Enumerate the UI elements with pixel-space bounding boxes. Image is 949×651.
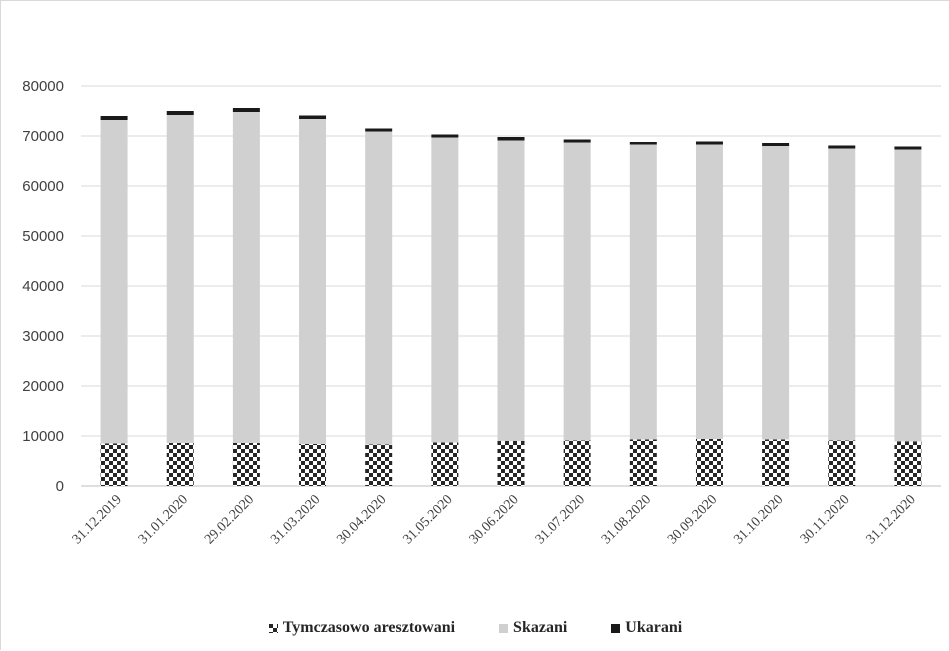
y-tick-label: 30000: [22, 328, 64, 345]
bar-segment-tymczasowo: [299, 444, 327, 486]
gray-swatch-icon: [499, 623, 509, 633]
x-tick-label: 31.08.2020: [599, 492, 654, 547]
y-tick-label: 10000: [22, 428, 64, 445]
legend-item-tymczasowo: Tymczasowo aresztowani: [268, 619, 456, 637]
legend-item-ukarani: Ukarani: [611, 619, 682, 637]
x-axis: 31.12.2019 31.01.2020 29.02.2020 31.03.2020…: [70, 492, 919, 547]
bar-segment-tymczasowo: [629, 439, 657, 486]
bar-segment-skazani: [497, 140, 525, 441]
y-tick-label: 50000: [22, 228, 64, 245]
bar-segment-skazani: [100, 120, 128, 444]
bar-segment-ukarani: [894, 146, 922, 150]
y-tick-label: 0: [56, 478, 64, 495]
bar-segment-tymczasowo: [497, 441, 525, 486]
y-tick-label: 60000: [22, 178, 64, 195]
x-tick-label: 31.10.2020: [731, 492, 786, 547]
y-tick-label: 20000: [22, 378, 64, 395]
y-tick-label: 70000: [22, 128, 64, 145]
bar-segment-skazani: [232, 112, 260, 443]
bar-segment-ukarani: [166, 111, 194, 115]
bar-segment-ukarani: [365, 128, 393, 132]
bar-segment-ukarani: [629, 142, 657, 145]
y-tick-label: 80000: [22, 78, 64, 95]
bar-segment-ukarani: [563, 139, 591, 143]
bar-segment-tymczasowo: [100, 443, 128, 486]
x-tick-label: 30.06.2020: [467, 492, 522, 547]
bar-segment-skazani: [629, 144, 657, 440]
x-tick-label: 30.11.2020: [798, 492, 853, 547]
bar-segment-ukarani: [299, 115, 327, 119]
x-tick-label: 29.02.2020: [202, 492, 257, 547]
bar-segment-tymczasowo: [828, 440, 856, 486]
bar-segment-ukarani: [497, 137, 525, 141]
bar-segment-ukarani: [100, 116, 128, 120]
bar-segment-skazani: [695, 144, 723, 439]
bar-segment-skazani: [431, 137, 459, 443]
x-tick-label: 31.07.2020: [533, 492, 588, 547]
x-tick-label: 31.01.2020: [136, 492, 191, 547]
x-tick-label: 30.09.2020: [665, 492, 720, 547]
bar-segment-skazani: [166, 115, 194, 443]
x-tick-label: 31.05.2020: [401, 492, 456, 547]
bar-segment-tymczasowo: [431, 442, 459, 486]
legend-label: Ukarani: [625, 619, 683, 636]
bar-segment-ukarani: [828, 145, 856, 149]
bar-segment-skazani: [894, 149, 922, 442]
bars: [100, 108, 922, 486]
y-axis: 0 10000 20000 30000 40000 50000 60000 70000 8000…: [22, 78, 64, 495]
bar-segment-tymczasowo: [232, 443, 260, 486]
bar-segment-tymczasowo: [762, 439, 790, 486]
x-tick-label: 31.12.2019: [70, 492, 125, 547]
bar-segment-skazani: [365, 131, 393, 445]
bar-segment-tymczasowo: [695, 439, 723, 486]
bar-segment-tymczasowo: [365, 444, 393, 486]
bar-segment-skazani: [563, 142, 591, 441]
bar-segment-ukarani: [431, 134, 459, 138]
bar-segment-ukarani: [695, 141, 723, 145]
x-tick-label: 30.04.2020: [334, 492, 389, 547]
black-swatch-icon: [611, 623, 621, 633]
y-tick-label: 40000: [22, 278, 64, 295]
checkerboard-swatch-icon: [268, 623, 278, 633]
bar-segment-ukarani: [762, 143, 790, 146]
bar-segment-skazani: [828, 148, 856, 441]
legend-label: Skazani: [513, 619, 568, 636]
bar-segment-skazani: [299, 119, 327, 444]
legend-item-skazani: Skazani: [499, 619, 567, 637]
legend-label: Tymczasowo aresztowani: [282, 619, 456, 636]
bar-segment-tymczasowo: [563, 440, 591, 486]
bar-segment-tymczasowo: [894, 441, 922, 486]
bar-segment-skazani: [762, 146, 790, 440]
x-tick-label: 31.03.2020: [268, 492, 323, 547]
bar-segment-ukarani: [232, 108, 260, 112]
x-tick-label: 31.12.2020: [864, 492, 919, 547]
legend: Tymczasowo aresztowani Skazani Ukarani: [1, 619, 949, 637]
bar-segment-tymczasowo: [166, 443, 194, 486]
